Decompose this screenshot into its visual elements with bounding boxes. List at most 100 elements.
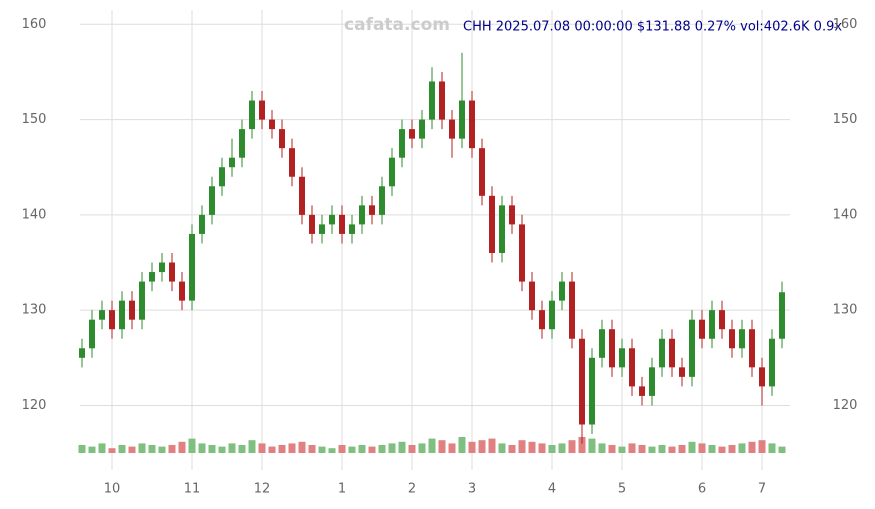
candle-body: [99, 310, 105, 320]
candle-body: [439, 81, 445, 120]
candle-body: [169, 262, 175, 282]
volume-bar: [228, 443, 236, 453]
candle-body: [549, 300, 555, 330]
candle-body: [729, 329, 735, 349]
volume-bar: [468, 441, 476, 453]
volume-bar: [758, 440, 766, 453]
volume-bar: [548, 445, 556, 453]
volume-bar: [738, 443, 746, 453]
watermark: cafata.com: [344, 15, 450, 35]
volume-bar: [218, 446, 226, 453]
candle-body: [359, 205, 365, 225]
y-tick-label-right: 120: [833, 398, 858, 413]
volume-bar: [408, 445, 416, 453]
volume-bar: [198, 443, 206, 453]
candle-body: [399, 129, 405, 158]
candle-body: [669, 338, 675, 368]
volume-bar: [358, 445, 366, 453]
x-tick-label: 4: [548, 482, 556, 497]
candle-body: [469, 100, 475, 149]
volume-bar: [168, 445, 176, 453]
x-tick-label: 5: [618, 482, 626, 497]
candle-body: [539, 310, 545, 330]
volume-bar: [78, 445, 86, 453]
volume-bar: [608, 445, 616, 453]
volume-bar: [658, 445, 666, 453]
candle-body: [159, 262, 165, 273]
candle-body: [299, 176, 305, 215]
volume-bar: [388, 443, 396, 453]
x-tick-label: 10: [104, 482, 121, 497]
x-tick-label: 11: [184, 482, 201, 497]
volume-bar: [498, 443, 506, 453]
volume-bar: [708, 445, 716, 453]
volume-bar: [728, 445, 736, 453]
candle-body: [529, 281, 535, 311]
y-tick-label: 160: [22, 17, 47, 32]
candle-body: [639, 386, 645, 396]
candle-body: [149, 272, 155, 282]
volume-bar: [288, 443, 296, 453]
x-tick-label: 1: [338, 482, 346, 497]
volume-bar: [598, 443, 606, 453]
y-tick-label-right: 140: [833, 207, 858, 222]
candle-body: [559, 281, 565, 301]
volume-bar: [368, 446, 376, 453]
volume-bar: [98, 443, 106, 453]
volume-bar: [778, 446, 786, 453]
y-tick-label-right: 160: [833, 17, 858, 32]
volume-bar: [718, 446, 726, 453]
volume-bar: [648, 446, 656, 453]
candle-body: [659, 338, 665, 368]
candle-body: [409, 129, 415, 139]
candle-body: [459, 100, 465, 139]
volume-bar: [378, 445, 386, 453]
chart-title: CHH 2025.07.08 00:00:00 $131.88 0.27% vo…: [463, 20, 842, 35]
volume-bar: [668, 446, 676, 453]
candle-body: [179, 281, 185, 301]
candle-body: [629, 348, 635, 387]
y-tick-label: 150: [22, 112, 47, 127]
candle-body: [109, 310, 115, 330]
candle-body: [269, 119, 275, 130]
candle-body: [89, 319, 95, 349]
volume-bar: [88, 446, 96, 453]
candle-body: [709, 310, 715, 339]
volume-bar: [138, 443, 146, 453]
volume-bar: [338, 445, 346, 453]
candle-body: [579, 338, 585, 425]
volume-bar: [268, 446, 276, 453]
volume-bar: [558, 443, 566, 453]
candle-body: [129, 300, 135, 320]
x-tick-label: 7: [758, 482, 766, 497]
volume-bar: [428, 438, 436, 453]
volume-bar: [508, 445, 516, 453]
candle-body: [309, 214, 315, 234]
volume-bar: [128, 446, 136, 453]
y-tick-label: 120: [22, 398, 47, 413]
candle-body: [679, 367, 685, 377]
volume-bar: [298, 441, 306, 453]
volume-bar: [638, 445, 646, 453]
candle-body: [329, 214, 335, 225]
candle-body: [479, 148, 485, 196]
candle-body: [499, 205, 505, 253]
y-tick-label: 140: [22, 207, 47, 222]
y-tick-label-right: 150: [833, 112, 858, 127]
volume-bar: [458, 437, 466, 453]
volume-bar: [278, 445, 286, 453]
volume-bar: [308, 445, 316, 453]
volume-bar: [258, 443, 266, 453]
volume-bar: [488, 438, 496, 453]
candle-body: [619, 348, 625, 368]
volume-bar: [538, 443, 546, 453]
volume-bar: [108, 448, 116, 453]
candle-body: [509, 205, 515, 225]
candle-body: [779, 292, 785, 339]
volume-bar: [148, 445, 156, 453]
candle-body: [689, 319, 695, 377]
candle-body: [189, 233, 195, 301]
candle-body: [229, 157, 235, 168]
candle-body: [419, 119, 425, 139]
y-tick-label-right: 130: [833, 303, 858, 318]
